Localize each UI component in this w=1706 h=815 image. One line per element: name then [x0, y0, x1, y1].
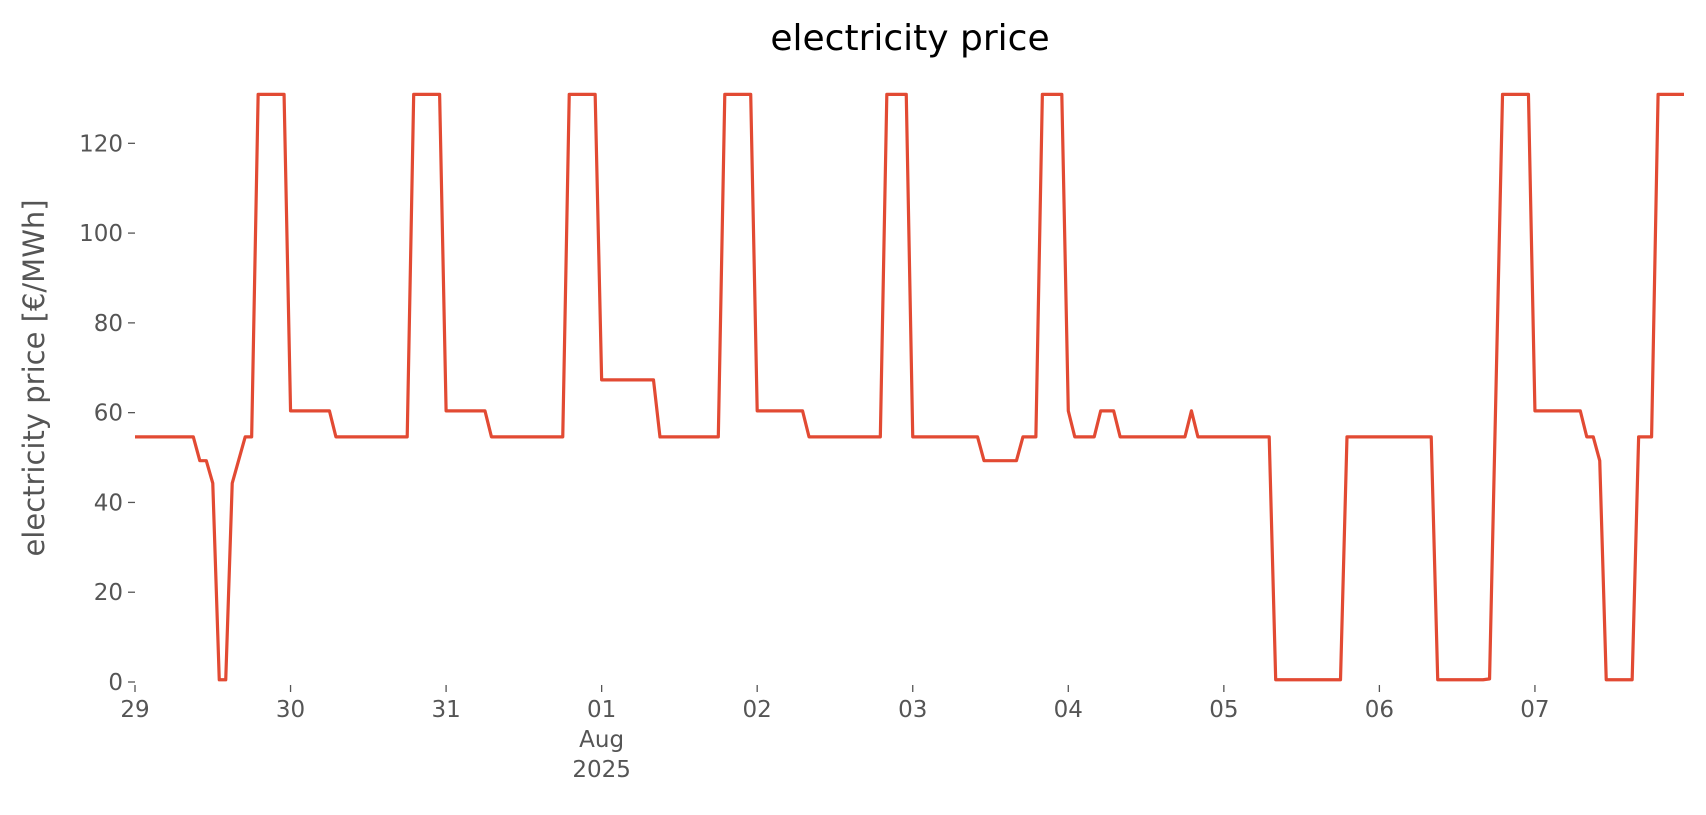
y-tick-label: 0 — [108, 670, 123, 696]
y-tick-label: 80 — [94, 311, 123, 337]
x-tick-label: 29 — [120, 697, 149, 723]
y-axis-label: electricity price [€/MWh] — [17, 199, 51, 556]
x-tick-label: 07 — [1520, 697, 1549, 723]
x-tick-label: 04 — [1054, 697, 1083, 723]
y-tick-label: 60 — [94, 401, 123, 427]
chart-title: electricity price — [770, 18, 1049, 59]
y-tick-label: 100 — [79, 221, 123, 247]
x-tick-label: 31 — [431, 697, 460, 723]
y-tick-label: 40 — [94, 490, 123, 516]
x-tick-label: 06 — [1365, 697, 1394, 723]
y-tick-label: 120 — [79, 131, 123, 157]
x-tick-label: 30 — [276, 697, 305, 723]
x-tick-label: 05 — [1209, 697, 1238, 723]
price-line — [135, 92, 1684, 682]
x-tick-label: 02 — [743, 697, 772, 723]
x-tick-label: 01 Aug 2025 — [572, 697, 631, 783]
y-tick-label: 20 — [94, 580, 123, 606]
x-tick-label: 03 — [898, 697, 927, 723]
